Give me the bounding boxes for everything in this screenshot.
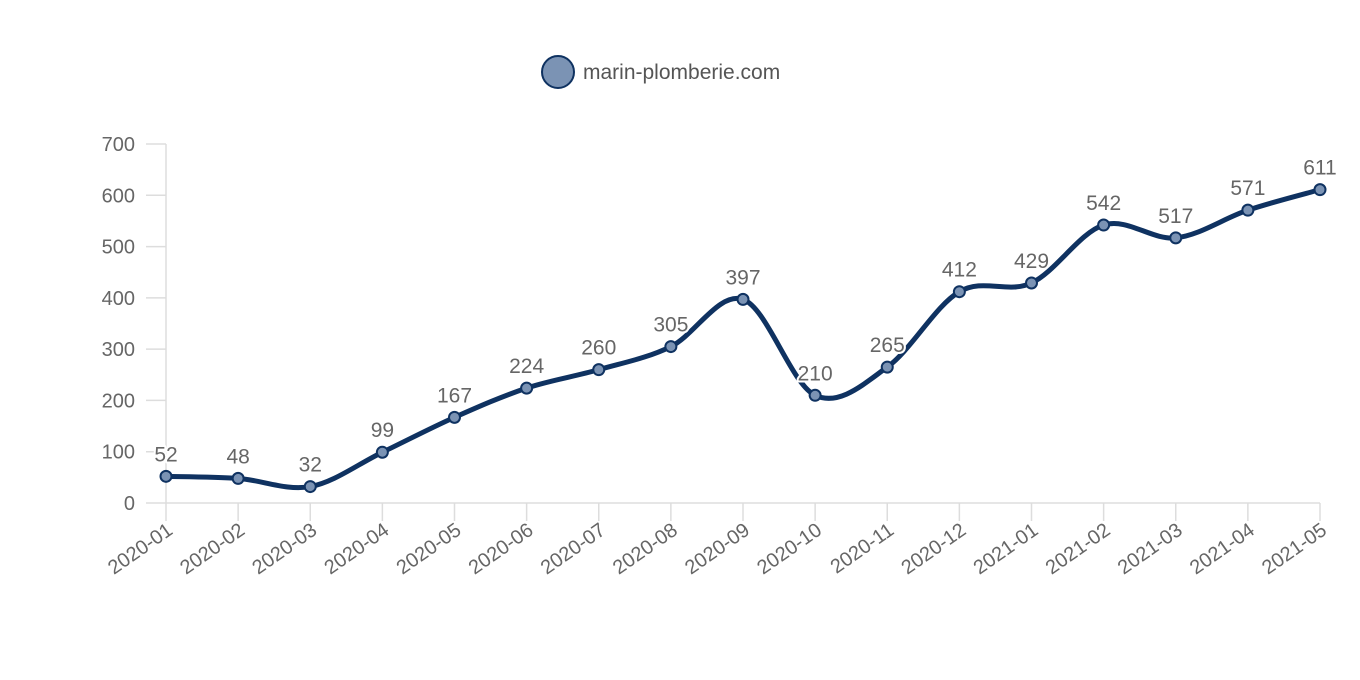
data-point[interactable] xyxy=(1025,276,1038,290)
data-point[interactable] xyxy=(448,410,461,424)
y-tick-label: 600 xyxy=(102,185,135,207)
y-tick-label: 100 xyxy=(102,442,135,464)
data-label: 52 xyxy=(154,443,177,466)
data-label: 397 xyxy=(725,266,760,289)
legend-label: marin-plomberie.com xyxy=(583,61,780,84)
data-label: 32 xyxy=(299,454,322,477)
x-tick-label: 2020-06 xyxy=(465,519,538,579)
x-tick-label: 2021-04 xyxy=(1186,519,1259,579)
data-label: 542 xyxy=(1086,192,1121,215)
data-label: 167 xyxy=(437,384,472,407)
x-tick-label: 2020-04 xyxy=(320,519,393,579)
data-label: 412 xyxy=(942,259,977,282)
y-tick-label: 300 xyxy=(102,339,135,361)
data-point[interactable] xyxy=(1241,203,1255,217)
data-point[interactable] xyxy=(664,340,678,354)
x-tick-label: 2020-05 xyxy=(393,519,466,579)
x-tick-label: 2020-02 xyxy=(176,519,249,579)
series-line xyxy=(163,187,1323,491)
data-point[interactable] xyxy=(520,381,534,395)
x-tick-label: 2020-09 xyxy=(681,519,754,579)
legend[interactable]: marin-plomberie.com xyxy=(541,55,780,89)
legend-marker xyxy=(541,55,575,89)
x-tick-label: 2020-12 xyxy=(897,519,970,579)
data-label: 48 xyxy=(226,445,249,468)
x-tick-label: 2020-11 xyxy=(827,519,899,578)
data-point[interactable] xyxy=(375,445,389,459)
data-point[interactable] xyxy=(1169,231,1183,245)
x-tick-label: 2020-03 xyxy=(248,519,321,579)
data-point[interactable] xyxy=(159,469,173,483)
x-tick-label: 2020-08 xyxy=(609,519,682,579)
data-label: 210 xyxy=(798,362,833,385)
data-point[interactable] xyxy=(808,388,822,402)
x-axis-ticks: 2020-01 2020-02 2020-03 2020-04 2020-05 2020-… xyxy=(104,503,1331,579)
y-tick-label: 200 xyxy=(102,390,135,412)
data-point[interactable] xyxy=(736,292,750,306)
data-point[interactable] xyxy=(592,363,606,377)
data-label: 224 xyxy=(509,355,544,378)
data-label: 99 xyxy=(371,419,394,442)
axes xyxy=(165,144,1320,504)
data-label: 260 xyxy=(581,337,616,360)
x-tick-label: 2020-10 xyxy=(753,519,826,579)
data-label: 571 xyxy=(1230,177,1265,200)
y-axis-ticks: 0 100 200 300 400 500 600 700 xyxy=(102,134,166,515)
data-labels: 52 48 32 99 167 224 260 305 397 210 265 412 429 542 51… xyxy=(152,155,1338,479)
data-point[interactable] xyxy=(952,285,966,299)
series xyxy=(159,183,1327,494)
y-tick-label: 0 xyxy=(124,493,135,515)
x-tick-label: 2021-03 xyxy=(1114,519,1187,579)
data-point[interactable] xyxy=(880,360,894,374)
data-point[interactable] xyxy=(303,480,317,494)
data-point[interactable] xyxy=(1097,218,1111,232)
data-label: 611 xyxy=(1303,157,1336,180)
data-label: 265 xyxy=(870,334,905,357)
x-tick-label: 2021-01 xyxy=(970,519,1043,579)
x-tick-label: 2021-02 xyxy=(1042,519,1115,579)
data-label: 305 xyxy=(653,314,688,337)
data-label: 429 xyxy=(1014,250,1049,273)
y-tick-label: 500 xyxy=(102,237,135,259)
x-tick-label: 2020-01 xyxy=(104,519,177,579)
data-point[interactable] xyxy=(1313,183,1327,197)
data-label: 517 xyxy=(1158,205,1193,228)
x-tick-label: 2020-07 xyxy=(537,519,610,579)
data-point[interactable] xyxy=(231,471,245,485)
x-tick-label: 2021-05 xyxy=(1258,519,1331,579)
y-tick-label: 700 xyxy=(102,134,135,156)
y-tick-label: 400 xyxy=(102,288,135,310)
